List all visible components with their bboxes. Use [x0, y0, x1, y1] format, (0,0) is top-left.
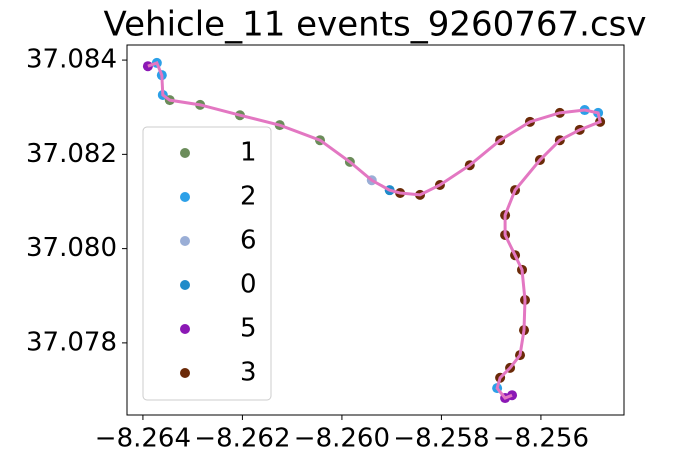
legend-label: 0 — [240, 270, 257, 300]
legend-label: 5 — [240, 314, 257, 344]
legend-marker — [180, 324, 190, 334]
legend-marker — [180, 236, 190, 246]
legend-label: 6 — [240, 226, 257, 256]
plot-area — [126, 44, 625, 416]
legend-label: 2 — [240, 182, 257, 212]
y-tick-label: 37.082 — [26, 139, 117, 169]
legend-marker — [180, 192, 190, 202]
legend-marker — [180, 368, 190, 378]
chart-title: Vehicle_11 events_9260767.csv — [104, 5, 647, 45]
y-tick-label: 37.084 — [26, 45, 117, 75]
x-tick-label: −8.260 — [294, 424, 390, 454]
x-tick-label: −8.262 — [194, 424, 290, 454]
trajectory-line — [147, 61, 602, 400]
x-tick-label: −8.264 — [95, 424, 191, 454]
legend-marker — [180, 148, 190, 158]
y-tick-label: 37.078 — [26, 327, 117, 357]
legend-label: 1 — [240, 138, 257, 168]
x-tick-label: −8.256 — [493, 424, 589, 454]
y-tick-label: 37.080 — [26, 233, 117, 263]
x-tick-label: −8.258 — [393, 424, 489, 454]
legend-label: 3 — [240, 358, 257, 388]
legend-marker — [180, 280, 190, 290]
legend-box — [142, 126, 272, 401]
